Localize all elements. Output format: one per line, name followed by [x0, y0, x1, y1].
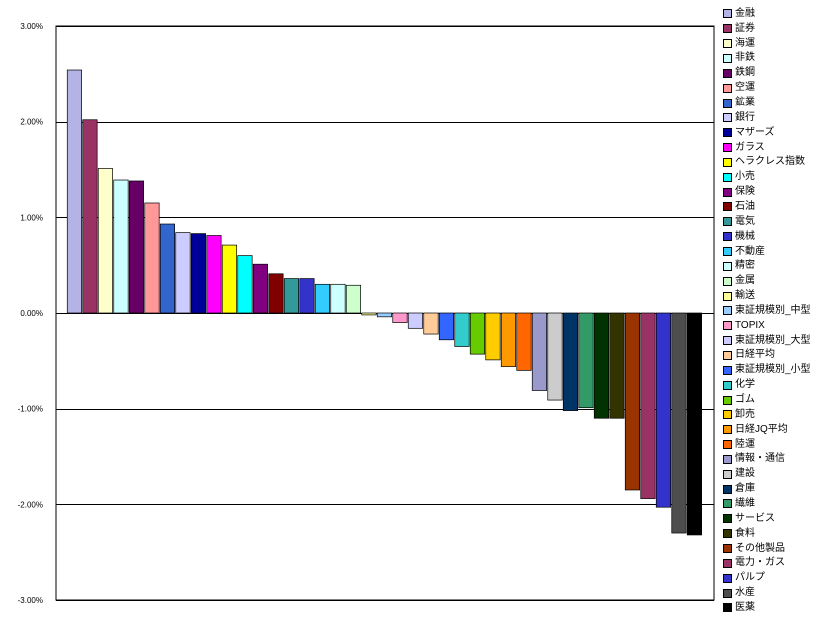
svg-text:-1.00%: -1.00% [18, 405, 43, 414]
svg-text:2.00%: 2.00% [20, 118, 43, 127]
svg-text:1.00%: 1.00% [20, 213, 43, 222]
svg-text:3.00%: 3.00% [20, 22, 43, 31]
svg-text:-2.00%: -2.00% [18, 500, 43, 509]
svg-text:-3.00%: -3.00% [18, 596, 43, 605]
svg-text:0.00%: 0.00% [20, 309, 43, 318]
